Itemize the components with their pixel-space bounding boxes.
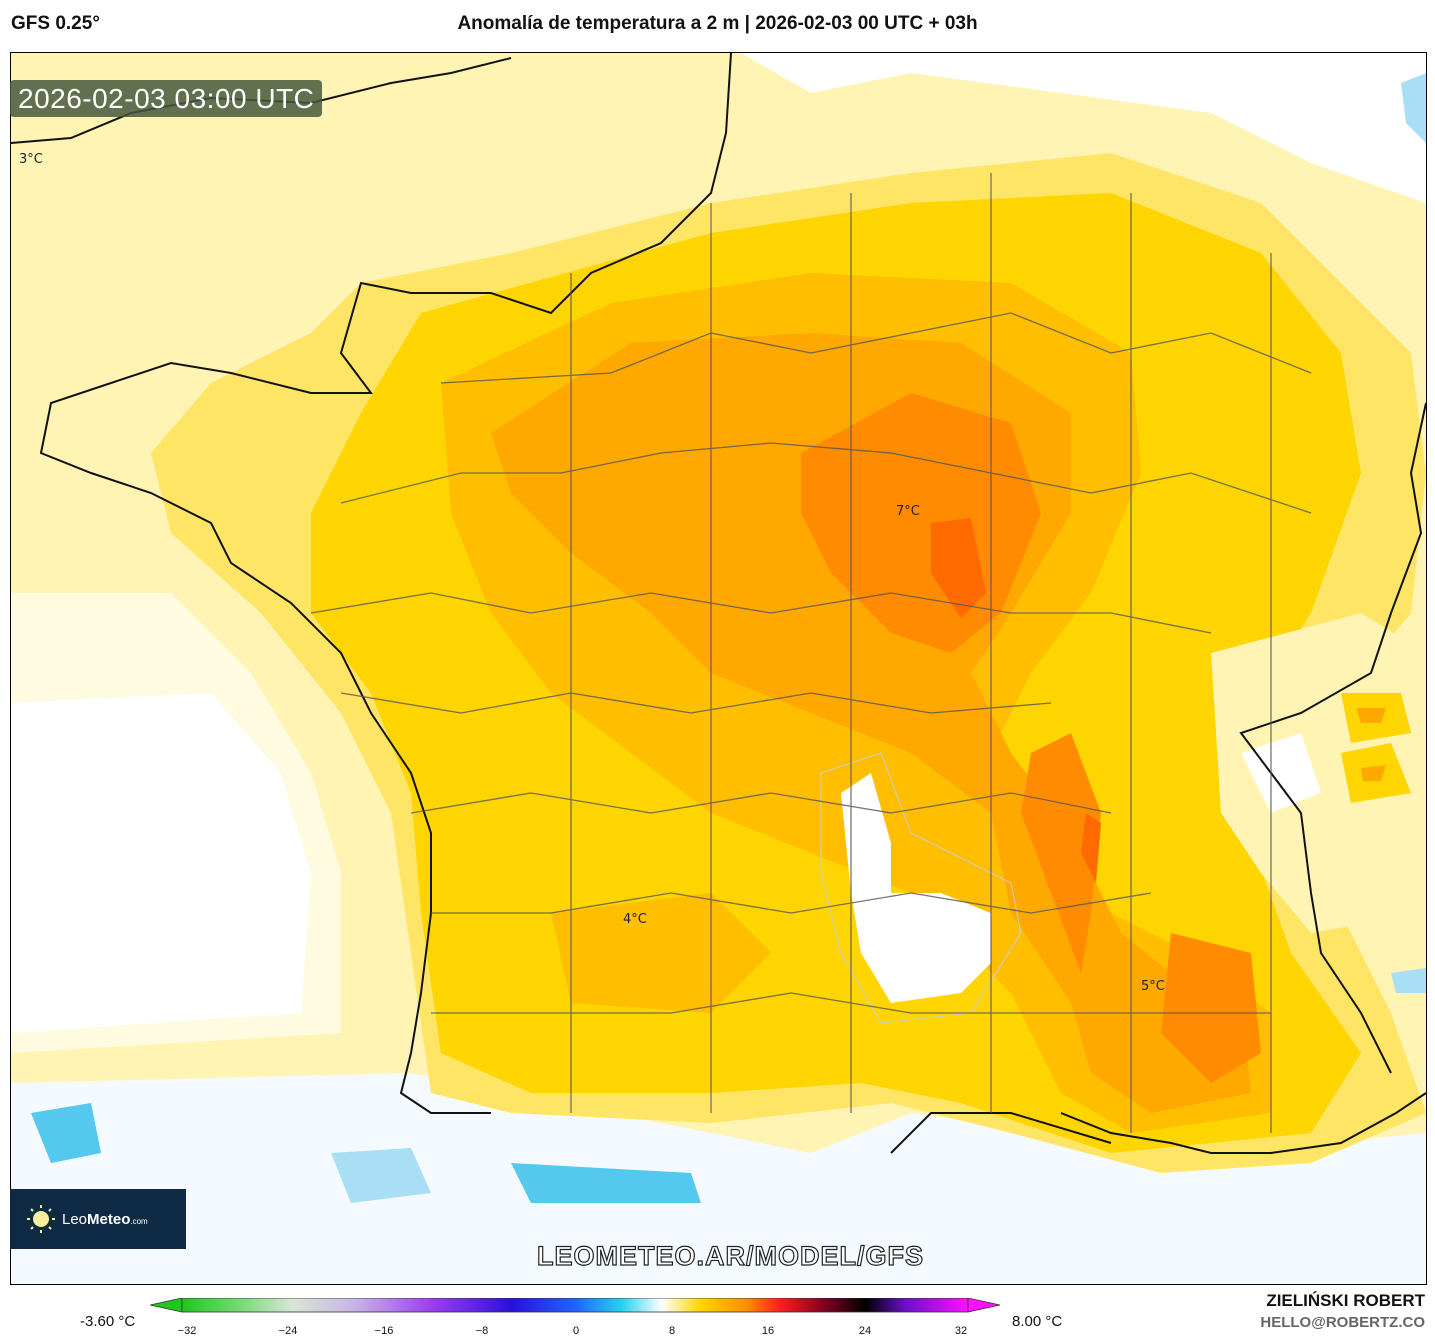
watermark-url: LEOMETEO.AR/MODEL/GFS (536, 1240, 925, 1271)
colorbar-tick: −32 (177, 1325, 197, 1337)
colorbar-tick: −24 (278, 1325, 298, 1337)
colorbar-tick: 32 (954, 1325, 968, 1337)
colorbar: -3.60 °C (0, 1290, 1435, 1339)
author-email[interactable]: HELLO@ROBERTZ.CO (1260, 1314, 1425, 1331)
colorbar-tick: 8 (668, 1325, 676, 1337)
contour-label-4c: 4°C (623, 912, 647, 927)
colorbar-max-label: 8.00 °C (1012, 1313, 1063, 1330)
logo-text: LeoMeteo.com (62, 1210, 148, 1228)
chart-title: Anomalía de temperatura a 2 m | 2026-02-… (457, 13, 978, 34)
colorbar-tick: −8 (475, 1325, 489, 1337)
leometeo-logo[interactable]: LeoMeteo.com (10, 1189, 186, 1249)
valid-time-badge: 2026-02-03 03:00 UTC (10, 80, 323, 117)
sun-icon (27, 1205, 55, 1233)
author-credit: ZIELIŃSKI ROBERT (1266, 1291, 1425, 1310)
model-label: GFS 0.25° (11, 13, 100, 34)
contour-label-3c: 3°C (19, 152, 43, 167)
colorbar-tick: 16 (761, 1325, 775, 1337)
map-panel[interactable]: 3°C 7°C 4°C 5°C (10, 52, 1427, 1285)
colorbar-tick: 0 (572, 1325, 580, 1337)
colorbar-min-label: -3.60 °C (80, 1313, 136, 1330)
contour-label-7c: 7°C (896, 504, 920, 519)
contour-label-5c: 5°C (1141, 979, 1165, 994)
colorbar-tick: 24 (858, 1325, 872, 1337)
anomaly-map: 3°C 7°C 4°C 5°C (11, 53, 1426, 1284)
colorbar-gradient (150, 1298, 1001, 1313)
colorbar-tick: −16 (374, 1325, 394, 1337)
